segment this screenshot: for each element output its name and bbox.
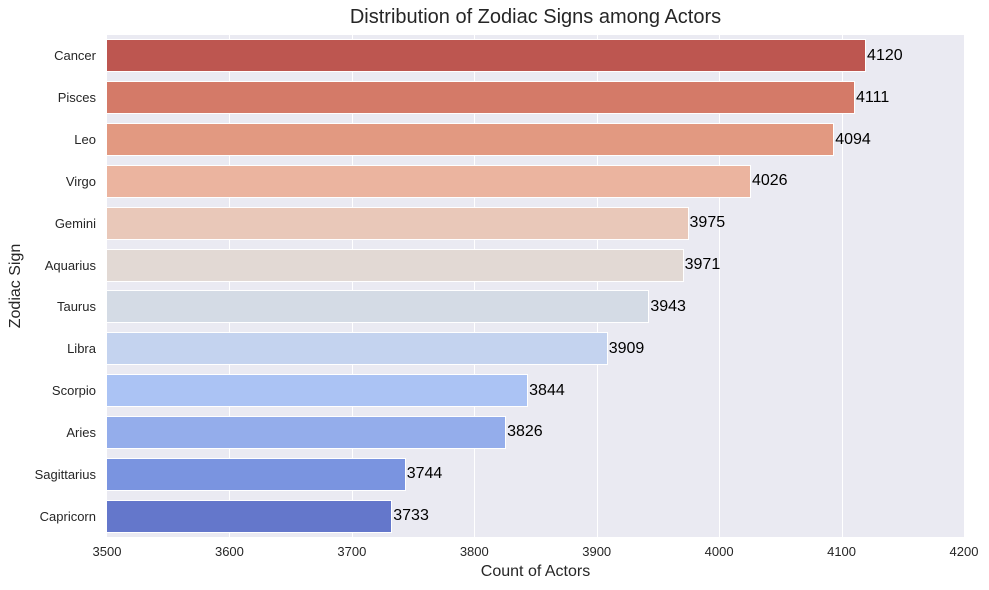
value-label: 3733 [393,507,429,525]
x-tick-label: 3700 [337,544,367,559]
value-label: 3844 [529,381,565,399]
bar-virgo [107,164,751,198]
x-gridline [842,35,843,537]
bar-sagittarius [107,457,406,491]
y-tick-label: Virgo [65,173,96,189]
value-label: 4111 [856,88,890,106]
x-gridline [719,35,720,537]
x-tick-label: 4000 [704,544,734,559]
y-tick-label: Sagittarius [34,466,96,482]
value-label: 4094 [835,130,871,148]
y-tick-label: Pisces [57,90,96,106]
y-tick-label: Aries [66,424,96,440]
value-label: 3943 [650,297,686,315]
bar-taurus [107,290,650,324]
bar-scorpio [107,374,529,408]
y-tick-label: Libra [67,341,96,357]
value-label: 3744 [406,465,443,483]
y-tick-label: Taurus [56,299,96,315]
x-tick-label: 4100 [827,544,857,559]
bar-aquarius [107,248,684,282]
bar-capricorn [107,499,393,533]
value-label: 4026 [751,172,788,190]
x-tick-label: 3800 [459,544,489,559]
x-tick-label: 3900 [582,544,612,559]
bar-libra [107,332,608,366]
x-axis-label: Count of Actors [480,563,591,580]
value-label: 4120 [867,46,903,64]
y-tick-label: Cancer [54,48,96,64]
y-axis-label: Zodiac Sign [7,243,24,329]
x-gridline [352,35,353,537]
y-tick-label: Gemini [54,215,96,231]
y-tick-label: Aquarius [44,257,96,273]
x-gridline [229,35,230,537]
y-tick-label: Leo [74,132,96,148]
plot-area [107,35,964,537]
y-tick-label: Scorpio [51,383,96,399]
bar-leo [107,123,835,157]
x-tick-label: 3500 [92,544,122,559]
y-tick-label: Capricorn [39,508,96,524]
x-gridline [597,35,598,537]
x-tick-label: 4200 [949,544,979,559]
bar-pisces [107,81,856,115]
x-gridline [474,35,475,537]
bar-gemini [107,206,689,240]
value-label: 3909 [608,339,645,357]
value-label: 3826 [507,423,543,441]
value-label: 3975 [689,214,726,232]
bar-cancer [107,39,867,73]
x-tick-label: 3600 [214,544,244,559]
chart-title: Distribution of Zodiac Signs among Actor… [349,6,722,28]
bar-aries [107,415,507,449]
value-label: 3971 [684,256,721,274]
